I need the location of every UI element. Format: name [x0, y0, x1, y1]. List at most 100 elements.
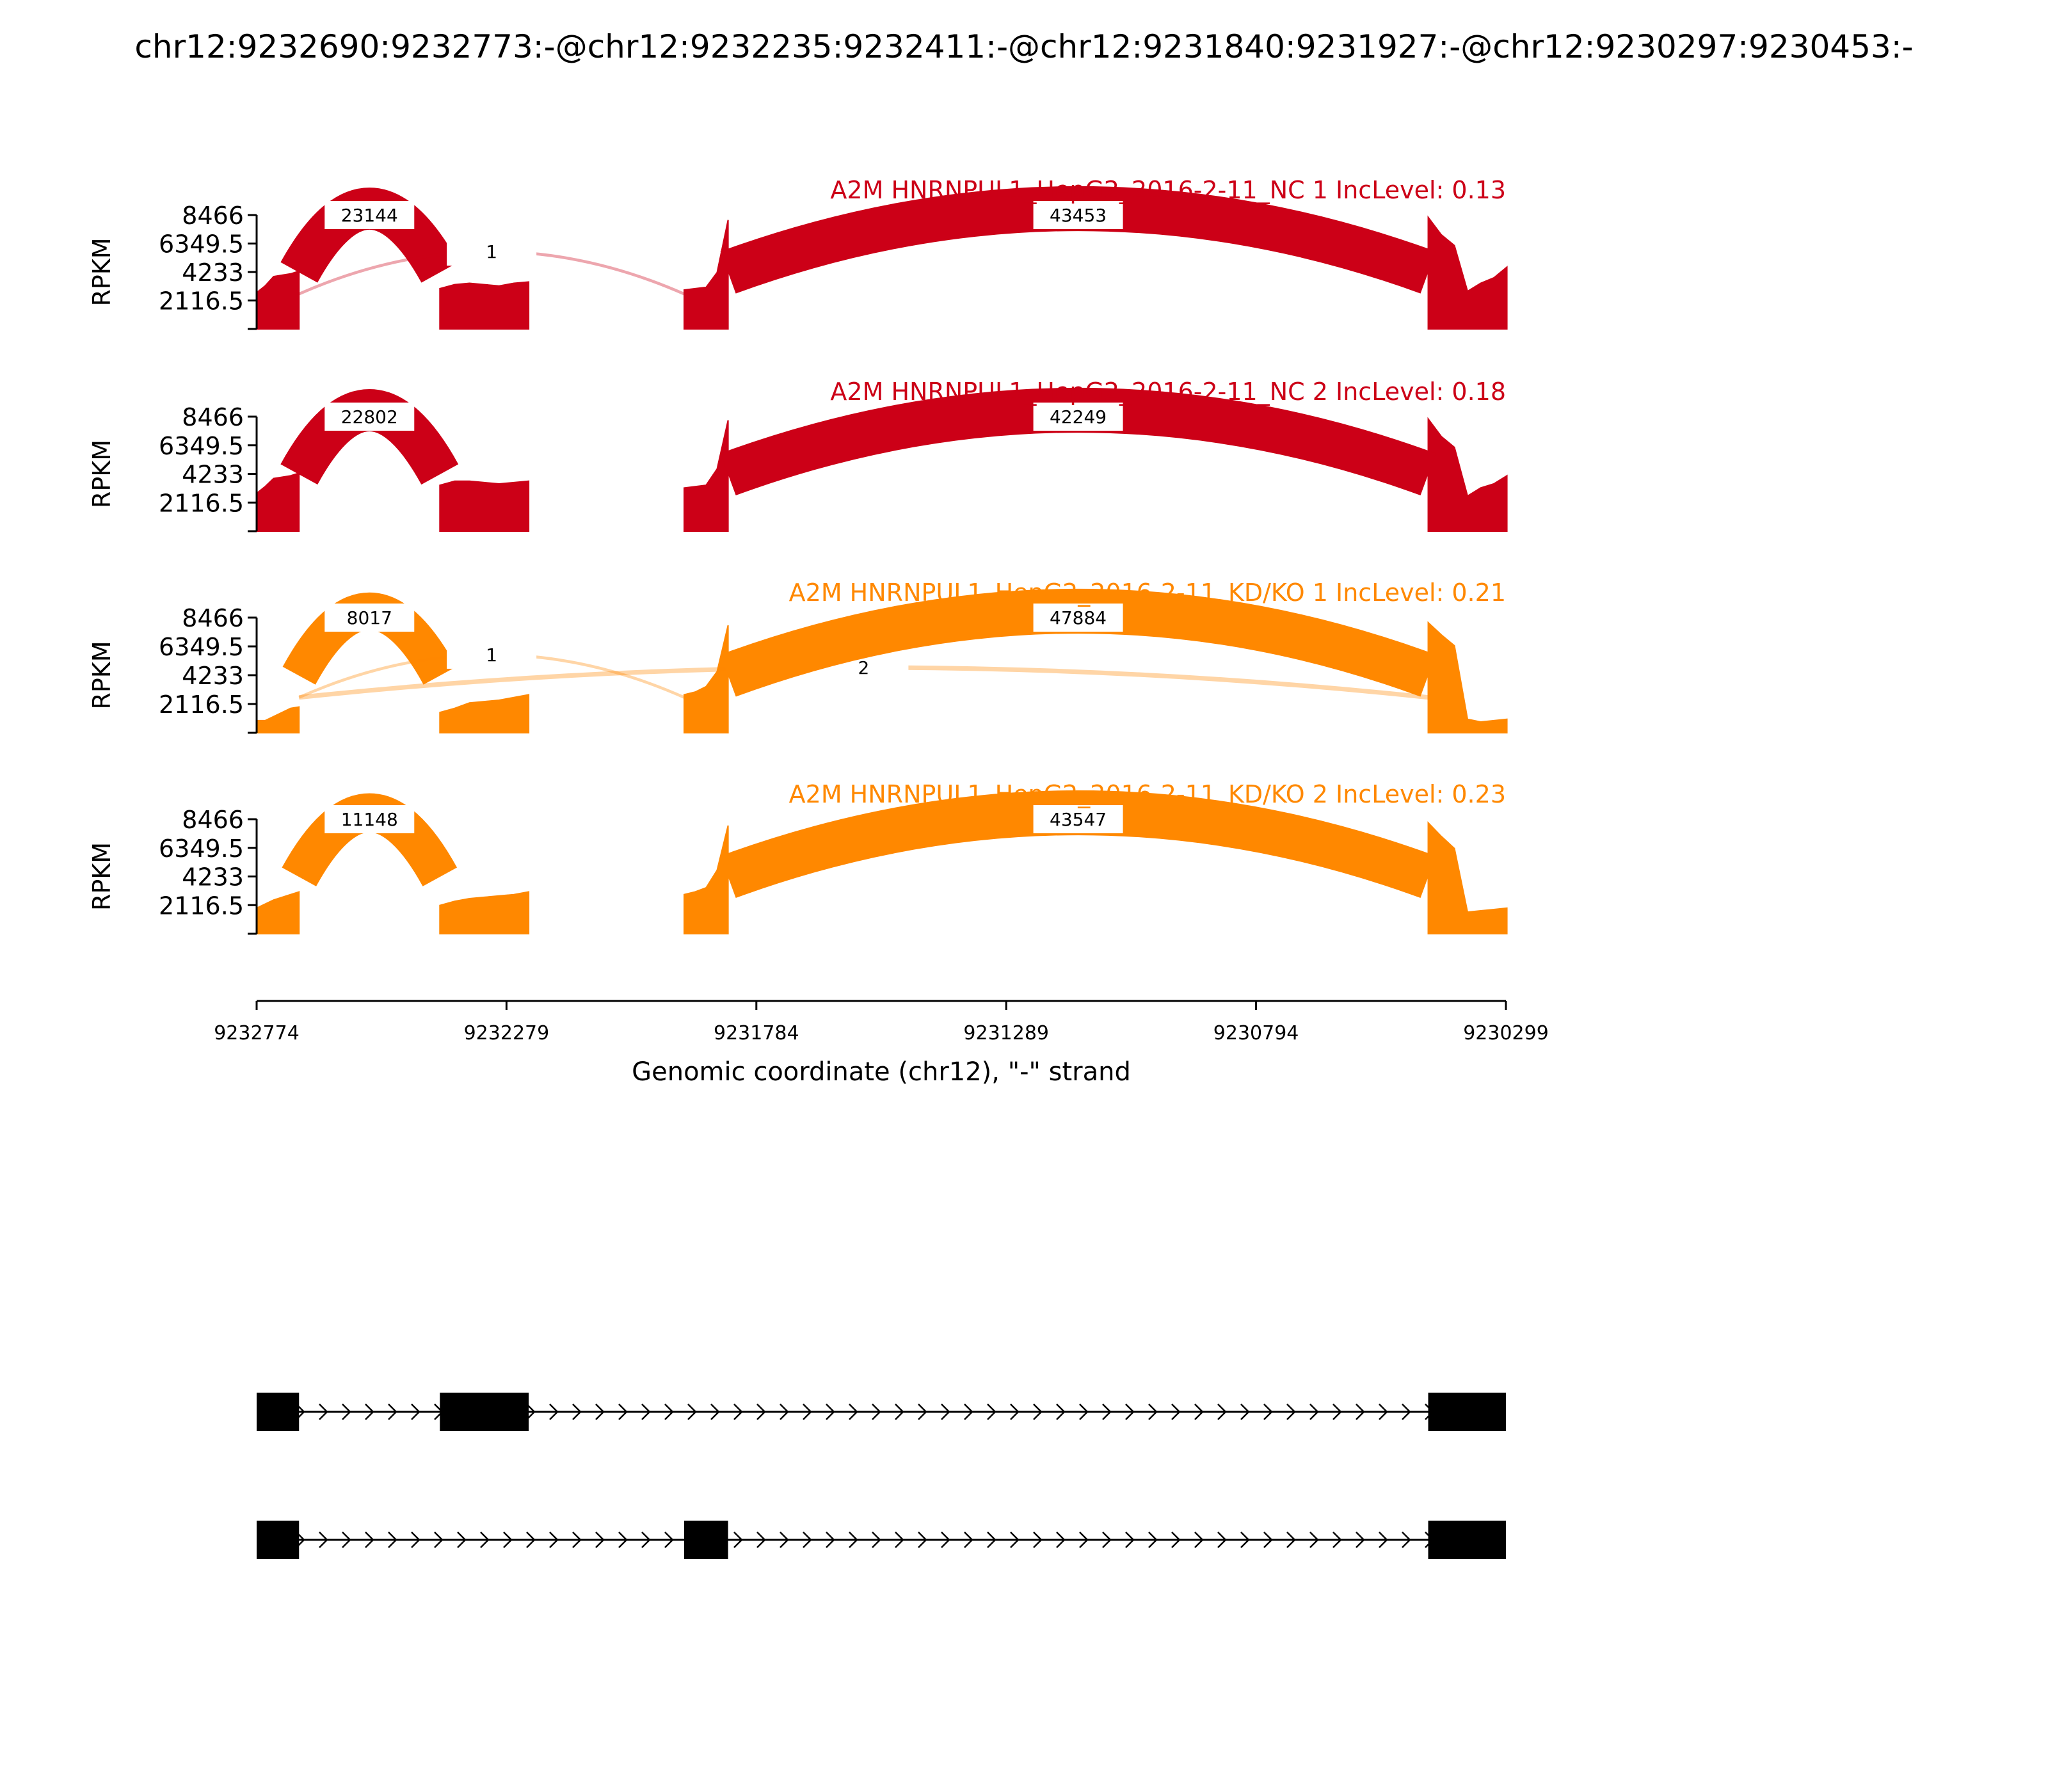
track-title: A2M HNRNPUL1_HepG2_2016-2-11_KD/KO 2 Inc…	[789, 780, 1506, 808]
strand-chevron	[526, 1532, 536, 1548]
strand-chevron	[780, 1404, 789, 1420]
strand-chevron	[1217, 1532, 1227, 1548]
strand-chevron	[1332, 1532, 1342, 1548]
junction-label: 1	[447, 237, 537, 266]
strand-chevron	[1033, 1532, 1043, 1548]
strand-chevron	[434, 1532, 444, 1548]
strand-chevron	[1402, 1404, 1411, 1420]
strand-chevron	[595, 1532, 605, 1548]
coverage-segment	[256, 891, 300, 934]
strand-chevron	[1079, 1404, 1089, 1420]
strand-chevron	[895, 1404, 904, 1420]
junction-label: 43547	[1033, 805, 1123, 833]
gene-model-2	[257, 1521, 1506, 1559]
strand-chevron	[1240, 1532, 1250, 1548]
junction-label-box	[324, 201, 415, 229]
strand-chevron	[1102, 1404, 1112, 1420]
coverage-segment	[439, 480, 530, 532]
strand-chevron	[1356, 1404, 1365, 1420]
strand-chevron	[987, 1532, 996, 1548]
page-title: chr12:9232690:9232773:-@chr12:9232235:92…	[134, 28, 1914, 65]
x-tick-label: 9232774	[214, 1022, 300, 1044]
junction-label: 23144	[324, 201, 415, 229]
junction-label-box	[1033, 201, 1123, 229]
strand-chevron	[595, 1404, 605, 1420]
junction-label: 8017	[324, 604, 415, 632]
strand-chevron	[849, 1532, 858, 1548]
y-tick-label: 8466	[182, 403, 244, 431]
strand-chevron	[710, 1404, 720, 1420]
strand-chevron	[342, 1532, 351, 1548]
coverage-segment	[439, 694, 530, 733]
coverage-segment	[256, 270, 300, 330]
coverage-segment	[439, 891, 530, 934]
x-tick-label: 9230299	[1463, 1022, 1549, 1044]
strand-chevron	[756, 1532, 766, 1548]
y-tick-label: 4233	[182, 259, 244, 287]
x-tick-label: 9231784	[714, 1022, 799, 1044]
exon-block	[440, 1393, 529, 1431]
strand-chevron	[964, 1532, 973, 1548]
strand-chevron	[641, 1404, 651, 1420]
y-tick-label: 4233	[182, 863, 244, 892]
strand-chevron	[618, 1532, 628, 1548]
strand-chevron	[1056, 1532, 1066, 1548]
junction-count: 1	[486, 241, 497, 262]
junction-label: 11148	[324, 805, 415, 833]
junction-label-box	[1033, 403, 1123, 431]
strand-chevron	[1286, 1532, 1296, 1548]
strand-chevron	[1379, 1404, 1388, 1420]
strand-chevron	[549, 1532, 559, 1548]
coverage-segment	[684, 220, 729, 330]
exon-block	[1428, 1393, 1506, 1431]
strand-chevron	[918, 1532, 927, 1548]
coverage-segment	[684, 825, 729, 934]
strand-chevron	[780, 1532, 789, 1548]
junction-count: 43547	[1050, 809, 1107, 830]
strand-chevron	[572, 1404, 582, 1420]
junction-count: 43453	[1050, 205, 1107, 226]
strand-chevron	[365, 1532, 374, 1548]
strand-chevron	[526, 1404, 536, 1420]
strand-chevron	[549, 1404, 559, 1420]
coverage-segment	[1427, 417, 1508, 532]
track-title: A2M HNRNPUL1_HepG2_2016-2-11_NC 1 IncLev…	[830, 176, 1506, 204]
strand-chevron	[319, 1404, 328, 1420]
junction-count: 47884	[1050, 607, 1107, 628]
coverage-segment	[1427, 821, 1508, 934]
exon-block	[684, 1521, 728, 1559]
exon-block	[1428, 1521, 1506, 1559]
strand-chevron	[1332, 1404, 1342, 1420]
strand-chevron	[1402, 1532, 1411, 1548]
strand-chevron	[1125, 1404, 1135, 1420]
strand-chevron	[664, 1532, 674, 1548]
strand-chevron	[457, 1532, 467, 1548]
y-tick-label: 6349.5	[159, 230, 244, 259]
strand-chevron	[1171, 1532, 1181, 1548]
strand-chevron	[319, 1532, 328, 1548]
junction-count: 11148	[341, 809, 398, 830]
strand-chevron	[1263, 1532, 1273, 1548]
strand-chevron	[1171, 1404, 1181, 1420]
strand-chevron	[1240, 1404, 1250, 1420]
y-tick-label: 6349.5	[159, 432, 244, 460]
strand-chevron	[1056, 1404, 1066, 1420]
strand-chevron	[733, 1404, 743, 1420]
y-tick-label: 2116.5	[159, 489, 244, 517]
strand-chevron	[1379, 1532, 1388, 1548]
strand-chevron	[618, 1404, 628, 1420]
strand-chevron	[826, 1532, 835, 1548]
strand-chevron	[411, 1532, 420, 1548]
junction-label: 47884	[1033, 604, 1123, 632]
junction-label-box	[324, 403, 415, 431]
junction-count: 1	[486, 644, 497, 666]
junction-label-box	[447, 640, 537, 669]
strand-chevron	[849, 1404, 858, 1420]
strand-chevron	[733, 1532, 743, 1548]
strand-chevron	[388, 1404, 397, 1420]
strand-chevron	[987, 1404, 996, 1420]
x-tick-label: 9232279	[464, 1022, 550, 1044]
strand-chevron	[1309, 1532, 1319, 1548]
